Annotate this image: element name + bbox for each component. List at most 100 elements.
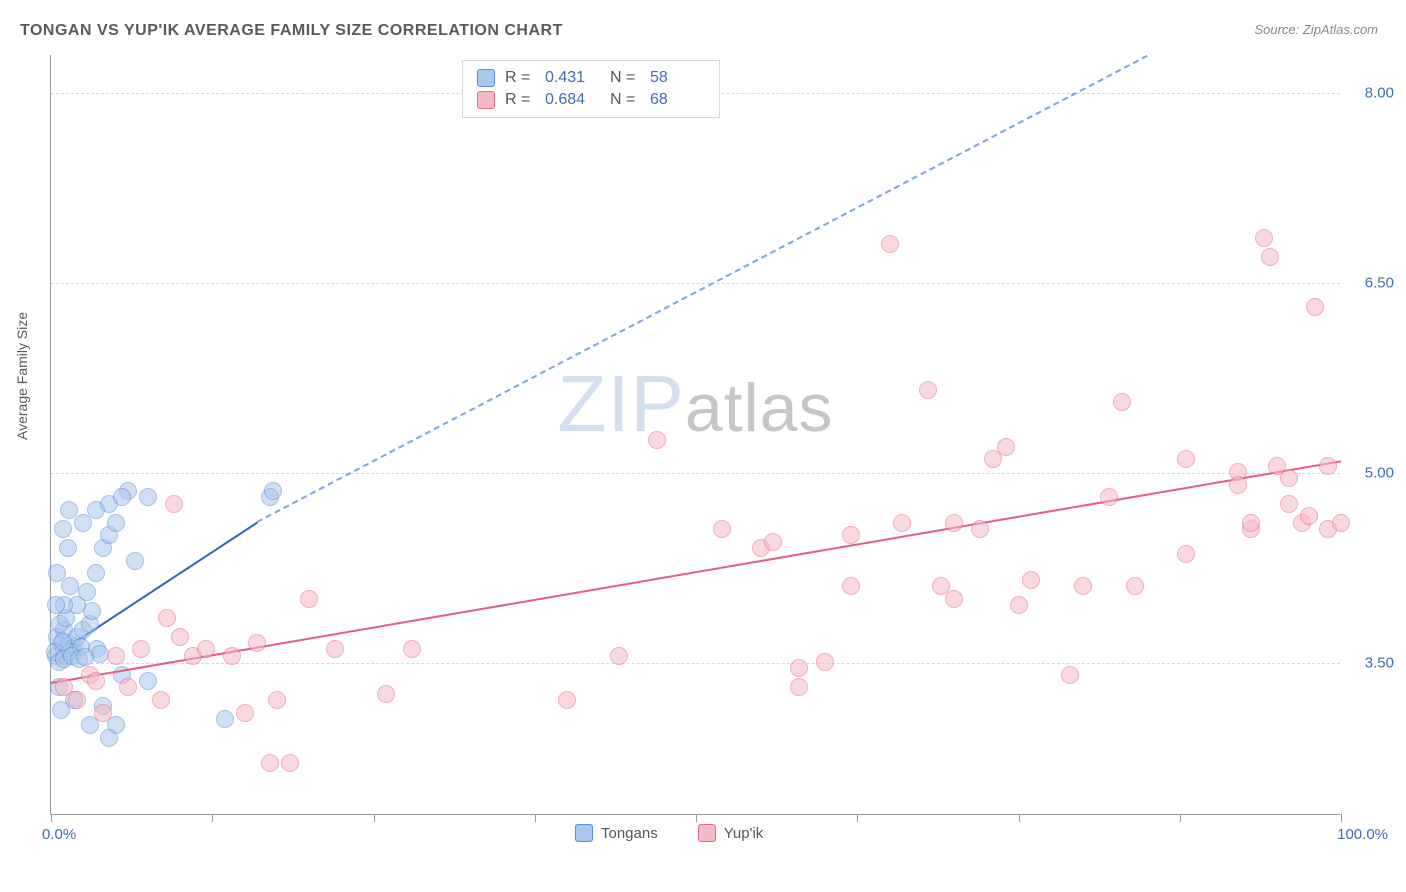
- watermark: ZIPatlas: [557, 358, 833, 450]
- data-point: [1300, 507, 1318, 525]
- data-point: [152, 691, 170, 709]
- data-point: [1229, 476, 1247, 494]
- data-point: [1177, 450, 1195, 468]
- data-point: [1022, 571, 1040, 589]
- legend-item: Tongans: [575, 824, 658, 842]
- data-point: [139, 672, 157, 690]
- r-label: R =: [505, 91, 535, 109]
- data-point: [60, 501, 78, 519]
- x-tick: [1341, 814, 1342, 822]
- data-point: [87, 672, 105, 690]
- gridline: [51, 283, 1340, 284]
- data-point: [893, 514, 911, 532]
- data-point: [61, 577, 79, 595]
- data-point: [1177, 545, 1195, 563]
- data-point: [1280, 469, 1298, 487]
- data-point: [1261, 248, 1279, 266]
- data-point: [1061, 666, 1079, 684]
- data-point: [1126, 577, 1144, 595]
- gridline: [51, 473, 1340, 474]
- x-tick: [857, 814, 858, 822]
- x-tick: [1180, 814, 1181, 822]
- data-point: [1100, 488, 1118, 506]
- legend-row: R = 0.431 N = 58: [477, 67, 705, 89]
- data-point: [790, 659, 808, 677]
- r-value: 0.431: [545, 69, 600, 87]
- data-point: [648, 431, 666, 449]
- data-point: [790, 678, 808, 696]
- data-point: [74, 514, 92, 532]
- data-point: [107, 514, 125, 532]
- data-point: [47, 596, 65, 614]
- data-point: [132, 640, 150, 658]
- data-point: [223, 647, 241, 665]
- data-point: [139, 488, 157, 506]
- data-point: [76, 648, 94, 666]
- data-point: [52, 701, 70, 719]
- data-point: [842, 577, 860, 595]
- data-point: [300, 590, 318, 608]
- x-tick: [51, 814, 52, 822]
- data-point: [78, 583, 96, 601]
- data-point: [281, 754, 299, 772]
- data-point: [764, 533, 782, 551]
- legend-item: Yup'ik: [698, 824, 764, 842]
- data-point: [87, 564, 105, 582]
- data-point: [326, 640, 344, 658]
- data-point: [1242, 514, 1260, 532]
- data-point: [113, 488, 131, 506]
- data-point: [403, 640, 421, 658]
- x-tick: [1019, 814, 1020, 822]
- data-point: [261, 754, 279, 772]
- data-point: [197, 640, 215, 658]
- data-point: [1306, 298, 1324, 316]
- gridline: [51, 663, 1340, 664]
- legend-swatch: [477, 69, 495, 87]
- x-tick: [535, 814, 536, 822]
- data-point: [264, 482, 282, 500]
- data-point: [1074, 577, 1092, 595]
- data-point: [945, 590, 963, 608]
- series-legend: Tongans Yup'ik: [575, 824, 763, 842]
- source-label: Source: ZipAtlas.com: [1254, 22, 1378, 37]
- n-value: 68: [650, 91, 705, 109]
- data-point: [236, 704, 254, 722]
- data-point: [971, 520, 989, 538]
- n-label: N =: [610, 69, 640, 87]
- legend-label: Yup'ik: [724, 825, 764, 842]
- r-label: R =: [505, 69, 535, 87]
- n-label: N =: [610, 91, 640, 109]
- legend-swatch: [477, 91, 495, 109]
- data-point: [1010, 596, 1028, 614]
- data-point: [59, 539, 77, 557]
- y-tick-label: 8.00: [1365, 85, 1394, 102]
- data-point: [997, 438, 1015, 456]
- correlation-legend: R = 0.431 N = 58 R = 0.684 N = 68: [462, 60, 720, 118]
- data-point: [842, 526, 860, 544]
- data-point: [713, 520, 731, 538]
- legend-label: Tongans: [601, 825, 658, 842]
- data-point: [83, 602, 101, 620]
- x-axis-min-label: 0.0%: [42, 826, 76, 843]
- plot-area: ZIPatlas 3.505.006.508.00: [50, 55, 1340, 815]
- y-tick-label: 6.50: [1365, 275, 1394, 292]
- data-point: [248, 634, 266, 652]
- legend-row: R = 0.684 N = 68: [477, 89, 705, 111]
- x-tick: [696, 814, 697, 822]
- data-point: [119, 678, 137, 696]
- y-axis-label: Average Family Size: [14, 312, 30, 440]
- n-value: 58: [650, 69, 705, 87]
- data-point: [126, 552, 144, 570]
- trend-line: [51, 460, 1341, 684]
- r-value: 0.684: [545, 91, 600, 109]
- data-point: [881, 235, 899, 253]
- data-point: [1113, 393, 1131, 411]
- data-point: [94, 704, 112, 722]
- data-point: [216, 710, 234, 728]
- data-point: [945, 514, 963, 532]
- data-point: [268, 691, 286, 709]
- legend-swatch: [698, 824, 716, 842]
- data-point: [377, 685, 395, 703]
- data-point: [158, 609, 176, 627]
- y-tick-label: 3.50: [1365, 655, 1394, 672]
